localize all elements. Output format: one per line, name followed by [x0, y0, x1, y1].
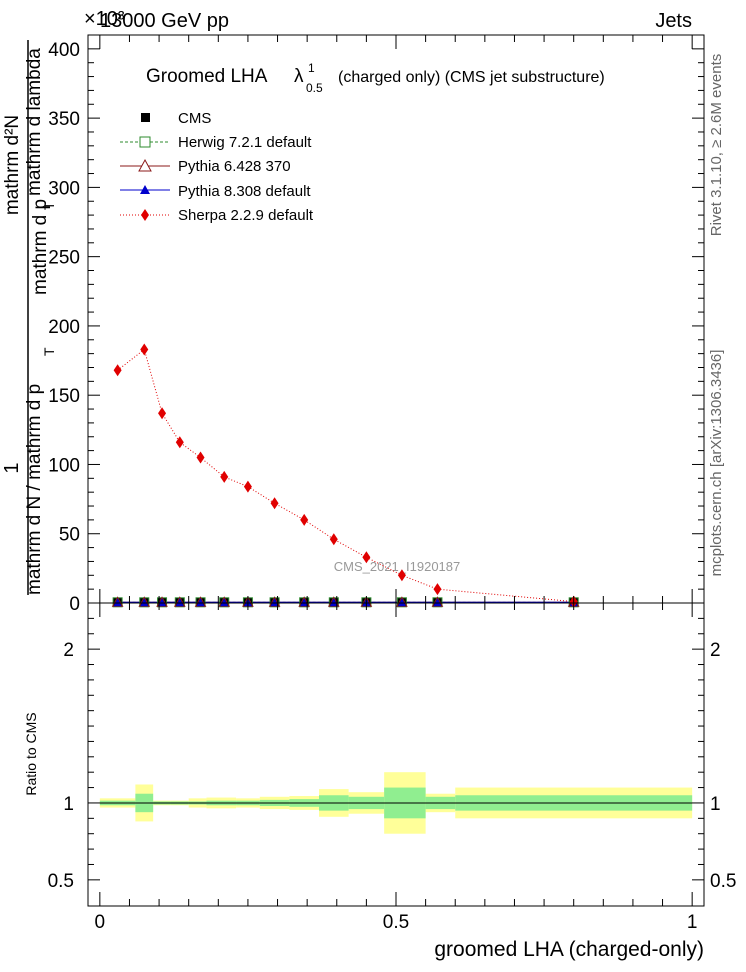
ratio-y-tick-label: 2: [63, 640, 74, 661]
pythia-point: [300, 598, 309, 607]
pythia-point: [270, 598, 279, 607]
pythia-point: [397, 598, 406, 607]
y-label-numerator-dpt: mathrm d p: [30, 199, 51, 295]
main-y-tick-label: 0: [69, 594, 80, 615]
main-series-layer: [111, 343, 580, 608]
mcplots-label: mcplots.cern.ch [arXiv:1306.3436]: [708, 350, 725, 577]
pythia-point: [329, 598, 338, 607]
main-y-tick-label: 300: [48, 178, 80, 199]
analysis-watermark: CMS_2021_I1920187: [334, 559, 461, 574]
legend-entry-sherpa: Sherpa 2.2.9 default: [120, 207, 314, 224]
cms-legend-marker: [141, 113, 150, 122]
sherpa-point: [300, 513, 309, 526]
x-ticks: 0 0.5 1: [95, 35, 698, 933]
ratio-y-axis-title: Ratio to CMS: [23, 712, 39, 795]
title-main: Groomed LHA: [146, 66, 268, 87]
legend-entry-cms: CMS: [141, 110, 211, 127]
y-label-numerator-dpt-sub: T: [41, 201, 57, 210]
pythia-point: [140, 598, 149, 607]
pythia-point: [220, 598, 229, 607]
sherpa-point: [433, 583, 442, 596]
herwig-legend-marker: [139, 136, 151, 148]
sherpa-point: [270, 497, 279, 510]
sherpa-point: [397, 569, 406, 582]
legend: CMS Herwig 7.2.1 default Pythia 6.428 37…: [120, 110, 314, 224]
title-rest: (charged only) (CMS jet substructure): [338, 69, 605, 86]
energy-label: 13000 GeV pp: [100, 10, 229, 32]
main-title: Groomed LHA λ 1 0.5 (charged only) (CMS …: [146, 61, 605, 95]
x-tick-label: 1: [687, 912, 698, 933]
ratio-y-tick-label-right: 1: [710, 794, 721, 815]
x-tick-label: 0: [95, 912, 106, 933]
sherpa-point: [140, 343, 149, 356]
sherpa-point: [175, 436, 184, 449]
ratio-plot-frame: [87, 602, 705, 907]
pythia8-legend-marker: [140, 185, 150, 194]
ratio-y-tick-label-right: 0.5: [710, 871, 736, 892]
main-y-tick-label: 200: [48, 317, 80, 338]
main-y-ticks: 0 50 100 150 200 250 300 350 400: [48, 40, 704, 615]
ratio-y-tick-label: 1: [63, 794, 74, 815]
sherpa-point: [158, 407, 167, 420]
multiplier-label: ×10³: [84, 8, 125, 30]
main-y-tick-label: 400: [48, 40, 80, 61]
sherpa-series-line: [117, 348, 574, 603]
ratio-y-tick-label: 0.5: [48, 871, 74, 892]
main-y-tick-label: 150: [48, 386, 80, 407]
x-axis-title: groomed LHA (charged-only): [434, 938, 704, 961]
y-label-one: 1: [1, 462, 23, 473]
ratio-bands-layer: [99, 772, 693, 834]
sherpa-point: [220, 470, 229, 483]
sherpa-legend-marker: [141, 209, 149, 221]
pythia-point: [433, 598, 442, 607]
legend-entry-herwig: Herwig 7.2.1 default: [120, 134, 312, 151]
legend-entry-pythia6: Pythia 6.428 370: [120, 158, 291, 175]
legend-entry-pythia8: Pythia 8.308 default: [120, 183, 311, 200]
pythia-point: [175, 598, 184, 607]
y-label-denominator-sub: T: [41, 347, 57, 356]
pythia6-legend-label: Pythia 6.428 370: [178, 158, 291, 175]
cms-legend-label: CMS: [178, 110, 211, 127]
sherpa-point: [243, 480, 252, 493]
title-lambda: λ: [294, 66, 304, 87]
sherpa-point: [196, 451, 205, 464]
process-label: Jets: [655, 10, 692, 32]
pythia-point: [158, 598, 167, 607]
sherpa-point: [362, 551, 371, 564]
pythia8-legend-label: Pythia 8.308 default: [178, 183, 311, 200]
ratio-y-tick-label-right: 2: [710, 640, 721, 661]
sherpa-legend-label: Sherpa 2.2.9 default: [178, 207, 314, 224]
main-y-tick-label: 350: [48, 109, 80, 130]
main-y-tick-label: 50: [59, 525, 80, 546]
pythia6-legend-marker: [138, 158, 152, 172]
main-y-tick-label: 250: [48, 248, 80, 269]
main-y-axis-title: 1 mathrm d²N mathrm d p T mathrm d lambd…: [1, 40, 57, 595]
main-y-tick-label: 100: [48, 455, 80, 476]
y-label-numerator-dlambda: mathrm d lambda: [24, 48, 45, 196]
sherpa-point: [329, 533, 338, 546]
sherpa-point: [113, 364, 122, 377]
x-tick-label: 0.5: [383, 912, 409, 933]
herwig-legend-label: Herwig 7.2.1 default: [178, 134, 312, 151]
y-label-numerator-d2n: mathrm d²N: [2, 115, 23, 215]
title-lambda-sup: 1: [308, 61, 315, 75]
rivet-label: Rivet 3.1.10, ≥ 2.6M events: [708, 54, 725, 237]
title-lambda-sub: 0.5: [306, 81, 323, 95]
y-label-denominator: mathrm d N / mathrm d p: [24, 384, 45, 595]
ratio-y-ticks: 0.5 0.5 1 1 2 2: [48, 617, 736, 892]
pythia-point: [113, 598, 122, 607]
pythia-point: [196, 598, 205, 607]
